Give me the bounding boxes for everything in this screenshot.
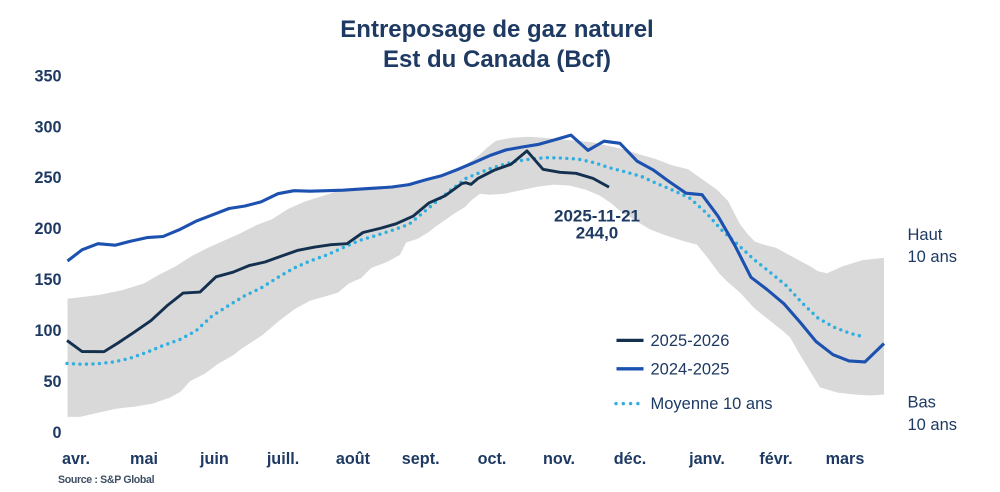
svg-text:août: août [336,450,371,468]
svg-text:Moyenne 10 ans: Moyenne 10 ans [651,395,773,413]
svg-text:sept.: sept. [402,450,440,468]
svg-text:2024-2025: 2024-2025 [651,360,730,378]
svg-text:nov.: nov. [543,450,575,468]
svg-text:janv.: janv. [688,450,725,468]
svg-text:100: 100 [34,322,61,340]
svg-text:mai: mai [130,450,158,468]
svg-text:244,0: 244,0 [576,224,619,243]
svg-text:Est du Canada (Bcf): Est du Canada (Bcf) [383,46,611,73]
svg-text:250: 250 [34,169,61,187]
svg-text:juill.: juill. [266,450,299,468]
svg-text:300: 300 [34,118,61,136]
svg-text:Source : S&P Global: Source : S&P Global [58,474,155,486]
svg-text:350: 350 [34,67,61,85]
svg-text:Haut: Haut [908,226,943,244]
svg-text:déc.: déc. [614,450,646,468]
svg-text:50: 50 [43,373,61,391]
svg-text:mars: mars [826,450,865,468]
svg-text:févr.: févr. [759,450,792,468]
svg-text:2025-2026: 2025-2026 [651,332,730,350]
svg-text:Entreposage de gaz naturel: Entreposage de gaz naturel [340,16,653,43]
svg-text:150: 150 [34,271,61,289]
svg-text:10 ans: 10 ans [908,248,958,266]
svg-text:0: 0 [52,424,61,442]
svg-text:2025-11-21: 2025-11-21 [554,207,640,226]
svg-text:oct.: oct. [478,450,507,468]
svg-text:Bas: Bas [908,394,936,412]
svg-text:juin: juin [199,450,229,468]
svg-text:200: 200 [34,220,61,238]
svg-text:10 ans: 10 ans [908,416,958,434]
svg-text:avr.: avr. [62,450,90,468]
